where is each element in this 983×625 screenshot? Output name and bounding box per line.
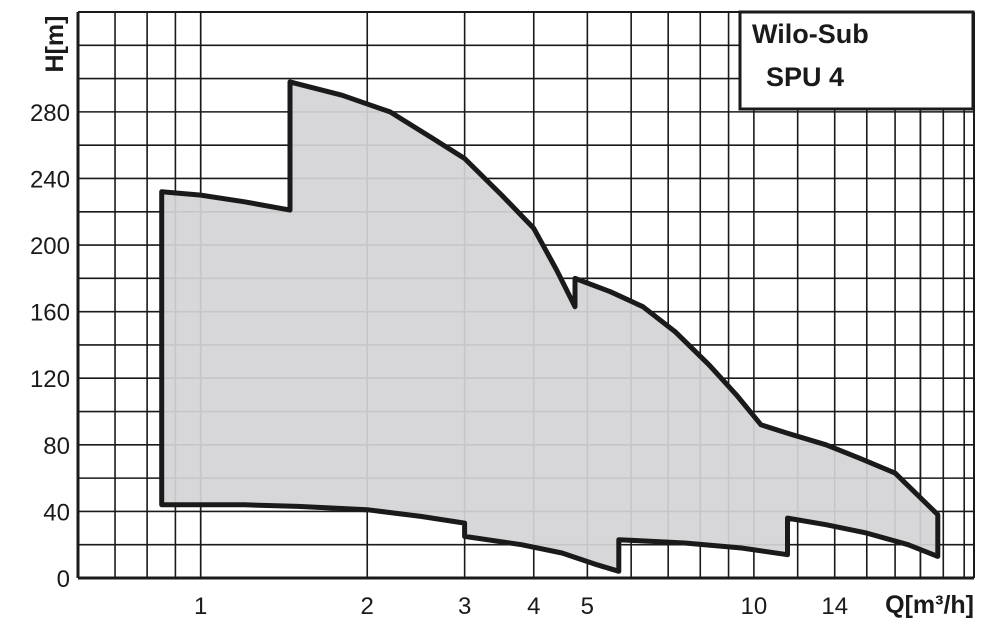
y-tick-label: 40 <box>43 499 70 526</box>
y-tick-label: 80 <box>43 433 70 460</box>
x-tick-label: 5 <box>581 593 594 620</box>
y-tick-label: 160 <box>30 300 70 327</box>
chart-title: Wilo-Sub <box>752 19 869 49</box>
x-tick-labels: 1 2 3 4 5 10 14 <box>194 593 848 620</box>
chart-subtitle: SPU 4 <box>766 62 844 92</box>
x-tick-label: 2 <box>361 593 374 620</box>
x-tick-label: 4 <box>527 593 540 620</box>
y-tick-label: 120 <box>30 366 70 393</box>
y-tick-label: 240 <box>30 166 70 193</box>
y-tick-label: 200 <box>30 233 70 260</box>
y-tick-labels: 0 40 80 120 160 200 240 280 <box>30 100 70 593</box>
x-tick-label: 14 <box>821 593 848 620</box>
operating-range-area <box>159 79 941 574</box>
y-tick-label: 0 <box>57 566 70 593</box>
y-tick-label: 280 <box>30 100 70 127</box>
x-axis-label: Q[m³/h] <box>885 591 974 619</box>
x-tick-label: 3 <box>458 593 471 620</box>
y-axis-label: H[m] <box>41 16 69 73</box>
x-tick-label: 1 <box>194 593 207 620</box>
title-box: Wilo-Sub SPU 4 <box>738 10 975 111</box>
x-tick-label: 10 <box>741 593 768 620</box>
range-polygon <box>159 79 941 574</box>
title-box-frame <box>738 10 975 111</box>
